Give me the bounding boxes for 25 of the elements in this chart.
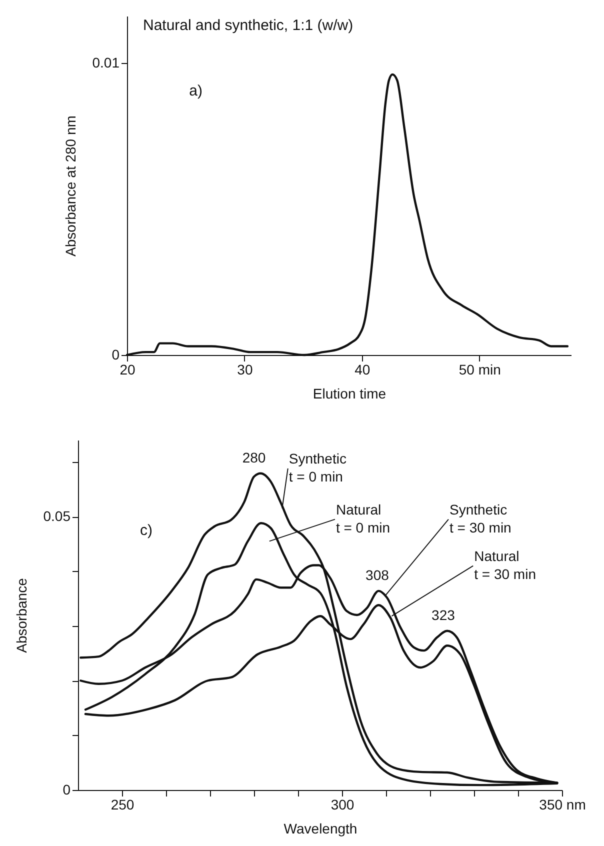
x-axis-title: Wavelength — [284, 820, 358, 836]
x-tick-label: 300 — [330, 796, 354, 812]
y-tick-label: 0 — [112, 346, 120, 362]
annotation: 323 — [432, 606, 456, 623]
series-label: Synthetic t = 0 min — [288, 450, 346, 484]
annotation: 280 — [242, 449, 266, 466]
y-axis-title: Absorbance — [13, 578, 30, 653]
x-tick-label: 250 — [110, 796, 134, 812]
chart-title: Natural and synthetic, 1:1 (w/w) — [143, 17, 354, 34]
y-tick-label: 0.01 — [92, 54, 120, 70]
annotation: c) — [140, 522, 152, 539]
x-tick-label: 20 — [120, 362, 136, 378]
y-tick-label: 0.05 — [43, 508, 71, 524]
text: Synthetic t = 30 min — [449, 501, 512, 536]
annotation: a) — [189, 82, 203, 100]
text: Natural t = 0 min — [336, 501, 390, 536]
x-tick-label: 50 min — [458, 362, 501, 378]
x-tick-label: 350 nm — [539, 796, 586, 812]
x-tick-label: 30 — [237, 362, 253, 378]
x-tick-label: 40 — [354, 362, 370, 378]
text: Natural t = 30 min — [474, 548, 536, 582]
x-axis-title: Elution time — [312, 386, 386, 402]
y-tick-label: 0 — [62, 782, 71, 798]
y-axis-title: Absorbance at 280 nm — [62, 116, 78, 256]
annotation: 308 — [366, 566, 390, 583]
